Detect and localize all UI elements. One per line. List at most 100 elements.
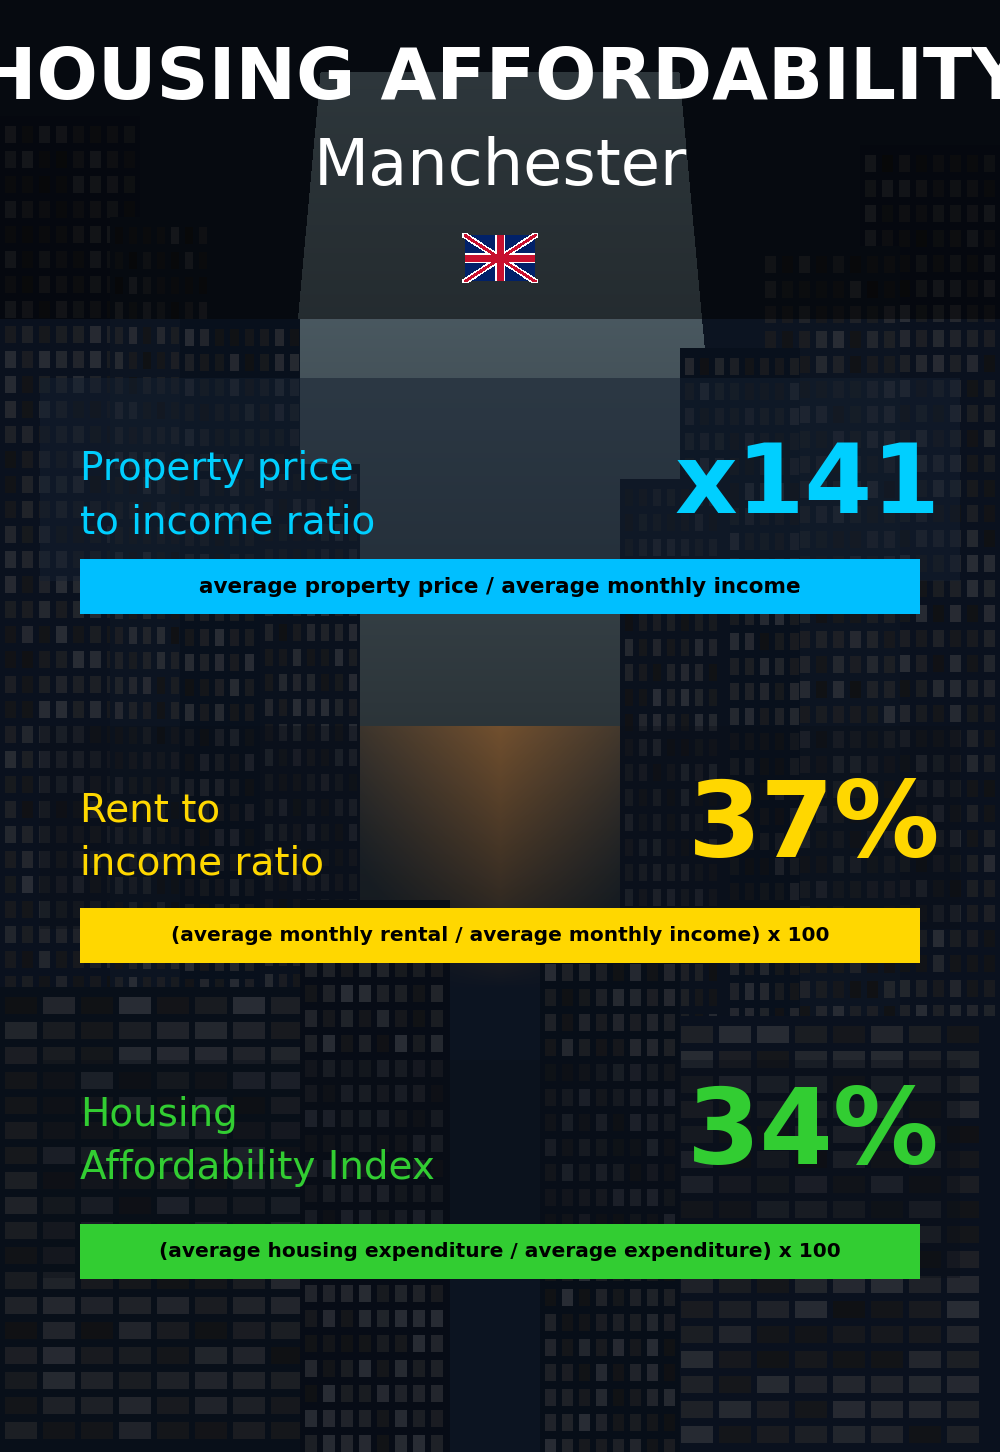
Bar	[521, 273, 527, 276]
Bar	[528, 238, 531, 240]
Bar	[525, 274, 531, 279]
Bar	[516, 269, 522, 273]
Bar	[504, 261, 510, 264]
Bar	[464, 235, 470, 240]
Bar	[475, 270, 481, 274]
Bar	[498, 258, 501, 260]
Bar	[494, 258, 500, 263]
Bar	[486, 266, 489, 267]
Bar	[517, 245, 520, 247]
Bar	[467, 237, 470, 238]
Bar	[483, 247, 489, 251]
Bar	[520, 272, 523, 274]
Bar	[477, 270, 483, 274]
Bar	[467, 277, 470, 280]
Bar	[517, 245, 520, 247]
Bar	[502, 260, 508, 264]
Bar	[504, 261, 507, 263]
Bar	[532, 235, 535, 237]
Bar	[497, 257, 503, 260]
Bar	[489, 251, 495, 256]
Bar	[501, 260, 507, 263]
Bar	[522, 240, 528, 244]
Bar	[476, 242, 479, 244]
Text: Manchester: Manchester	[313, 136, 687, 197]
Bar	[506, 263, 509, 264]
Bar	[494, 254, 497, 256]
Bar	[512, 266, 515, 269]
Bar	[518, 270, 521, 273]
Bar	[468, 277, 471, 280]
Bar	[469, 277, 472, 279]
Bar	[532, 234, 538, 238]
Bar	[516, 269, 522, 273]
Bar	[526, 240, 529, 241]
Bar	[494, 254, 497, 257]
Bar	[492, 261, 495, 264]
Bar	[488, 250, 494, 254]
Bar	[514, 267, 520, 272]
Bar	[515, 245, 521, 248]
Bar	[511, 247, 517, 251]
Bar	[526, 237, 532, 241]
Bar	[492, 253, 498, 257]
Bar	[497, 258, 500, 260]
Bar	[532, 280, 535, 282]
Bar	[520, 242, 523, 245]
Bar	[501, 254, 507, 258]
Bar	[480, 270, 483, 272]
Bar	[467, 276, 473, 280]
Bar	[506, 253, 509, 254]
Bar	[502, 256, 505, 257]
Bar	[499, 257, 502, 258]
Bar	[483, 267, 486, 270]
Bar	[518, 270, 521, 272]
Bar	[521, 241, 527, 244]
Bar	[515, 244, 521, 248]
Bar	[509, 248, 515, 253]
Bar	[487, 263, 493, 267]
Bar	[468, 237, 474, 241]
Bar	[498, 257, 502, 260]
Bar	[474, 241, 477, 242]
Bar	[468, 237, 471, 240]
Bar	[476, 270, 482, 274]
Bar	[481, 247, 487, 250]
Bar	[495, 260, 498, 261]
Bar	[533, 235, 536, 237]
Bar	[465, 280, 468, 282]
Bar	[501, 256, 504, 258]
Bar	[493, 254, 499, 258]
Bar	[468, 276, 474, 280]
Bar	[516, 245, 519, 248]
Bar	[504, 254, 507, 256]
Bar	[522, 240, 528, 244]
Bar	[506, 263, 512, 267]
Bar	[532, 279, 538, 283]
Bar	[513, 267, 519, 272]
Bar	[492, 254, 495, 256]
Bar	[509, 264, 515, 269]
Bar	[496, 256, 502, 260]
Bar	[40, 378, 960, 581]
Bar	[521, 273, 524, 274]
Bar	[502, 260, 505, 261]
Bar	[471, 240, 477, 244]
Bar	[473, 241, 479, 244]
Bar	[496, 235, 504, 282]
Bar	[529, 277, 535, 282]
Bar	[498, 257, 502, 260]
Bar	[526, 240, 529, 241]
Bar	[473, 241, 476, 242]
Bar	[494, 258, 500, 263]
Bar	[473, 274, 476, 276]
Bar	[532, 279, 535, 282]
Bar	[498, 257, 504, 261]
Bar	[479, 270, 482, 272]
Bar	[482, 269, 485, 270]
Bar	[475, 272, 481, 274]
Bar	[479, 244, 482, 247]
Bar	[465, 235, 468, 238]
Bar	[525, 274, 531, 279]
Bar	[484, 267, 487, 269]
